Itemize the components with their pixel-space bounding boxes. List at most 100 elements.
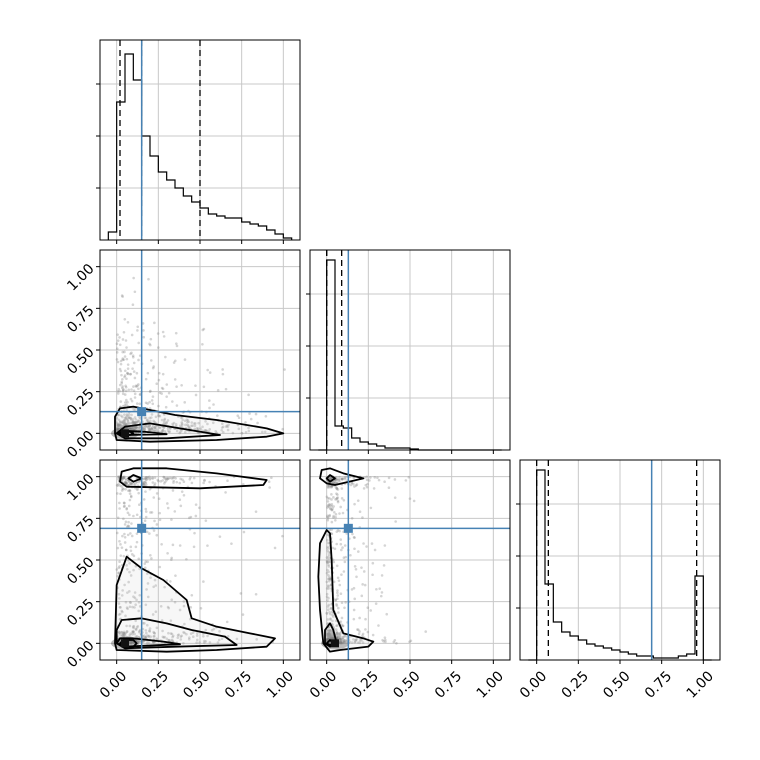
sample-point (199, 427, 203, 431)
sample-point (144, 476, 147, 480)
sample-point (330, 636, 333, 639)
sample-point (125, 414, 129, 417)
sample-point (116, 423, 120, 426)
sample-point (218, 630, 221, 633)
sample-point (149, 553, 152, 557)
sample-point (131, 625, 135, 629)
sample-point (166, 605, 170, 609)
sample-point (336, 591, 339, 595)
sample-point (132, 421, 135, 424)
sample-point (190, 424, 193, 428)
sample-point (121, 350, 125, 354)
sample-point (205, 429, 209, 433)
sample-point (328, 635, 332, 639)
sample-point (165, 395, 168, 398)
sample-point (146, 595, 150, 599)
sample-point (130, 553, 134, 556)
sample-point (340, 477, 344, 481)
sample-point (330, 607, 333, 610)
sample-point (150, 413, 154, 416)
sample-point (186, 420, 189, 424)
sample-point (158, 511, 161, 515)
sample-point (408, 497, 412, 500)
sample-point (180, 421, 183, 424)
sample-point (328, 477, 332, 480)
sample-point (116, 475, 120, 479)
sample-point (123, 583, 126, 587)
hist-panel-2 (516, 459, 721, 661)
sample-point (131, 605, 134, 609)
sample-point (157, 404, 160, 408)
sample-point (130, 482, 133, 486)
sample-point (117, 613, 121, 616)
sample-point (372, 487, 376, 490)
sample-point (128, 426, 132, 430)
sample-point (123, 633, 126, 637)
sample-point (357, 628, 360, 631)
sample-point (166, 427, 170, 430)
sample-point (149, 419, 152, 423)
sample-point (127, 559, 130, 562)
sample-point (192, 422, 196, 425)
sample-point (326, 485, 330, 488)
sample-point (116, 413, 120, 417)
sample-point (327, 632, 331, 636)
sample-point (122, 475, 126, 479)
sample-point (330, 630, 334, 634)
sample-point (330, 636, 334, 639)
sample-point (329, 507, 332, 511)
sample-point (360, 594, 364, 598)
sample-point (134, 418, 138, 421)
sample-point (335, 530, 339, 533)
sample-point (154, 425, 157, 428)
sample-point (206, 634, 209, 638)
sample-point (145, 623, 149, 627)
sample-point (132, 408, 136, 412)
sample-point (329, 633, 333, 637)
sample-point (133, 421, 136, 425)
sample-point (326, 633, 330, 636)
sample-point (131, 630, 135, 634)
sample-point (247, 429, 251, 433)
sample-point (325, 637, 329, 641)
sample-point (355, 575, 358, 579)
sample-point (338, 529, 341, 533)
sample-point (122, 476, 126, 479)
sample-point (361, 634, 364, 637)
sample-point (128, 633, 132, 637)
sample-point (166, 476, 169, 480)
sample-point (237, 427, 241, 431)
sample-point (120, 380, 124, 384)
sample-point (326, 577, 330, 581)
density-peak (331, 639, 339, 648)
sample-point (127, 479, 130, 483)
sample-point (152, 641, 155, 645)
sample-point (150, 399, 154, 402)
sample-point (134, 619, 137, 623)
sample-point (330, 508, 334, 512)
sample-point (126, 483, 129, 487)
sample-point (339, 538, 343, 541)
sample-point (340, 601, 344, 605)
sample-point (142, 498, 146, 501)
sample-point (383, 480, 386, 483)
sample-point (145, 478, 148, 482)
sample-point (126, 421, 130, 425)
sample-point (331, 507, 334, 510)
sample-point (146, 475, 150, 479)
sample-point (118, 612, 122, 616)
sample-point (124, 401, 127, 404)
sample-point (133, 421, 137, 424)
sample-point (343, 606, 346, 610)
sample-point (122, 487, 125, 491)
sample-point (152, 496, 156, 499)
sample-point (385, 612, 389, 616)
sample-point (137, 601, 141, 604)
sample-point (126, 419, 130, 422)
sample-point (123, 413, 126, 416)
sample-point (160, 430, 164, 433)
sample-point (123, 418, 126, 422)
sample-point (171, 400, 174, 403)
sample-point (167, 477, 170, 480)
sample-point (133, 422, 137, 425)
